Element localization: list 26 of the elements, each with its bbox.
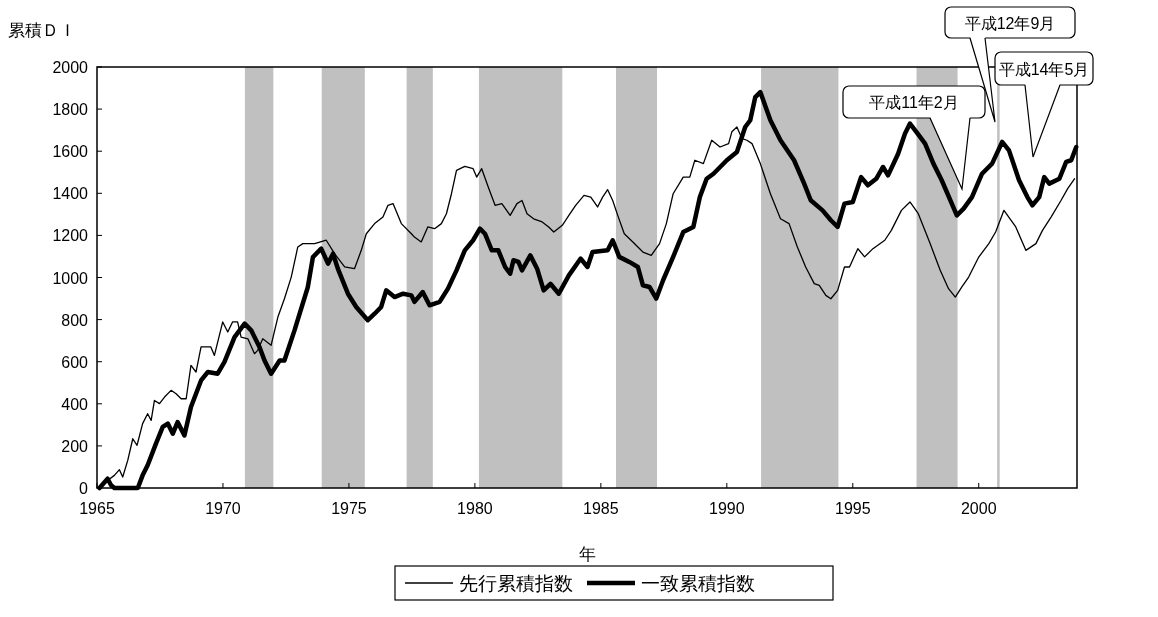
x-tick-label: 1970 (205, 500, 241, 517)
x-tick-label: 1995 (834, 500, 871, 517)
legend-label: 一致累積指数 (641, 573, 755, 594)
y-tick-label: 1200 (52, 227, 89, 245)
y-tick-label: 600 (61, 353, 89, 371)
y-tick-label: 2000 (52, 59, 89, 76)
y-tick-label: 1400 (52, 185, 89, 203)
x-tick-label: 1965 (79, 500, 115, 517)
x-tick-label: 1990 (709, 500, 745, 517)
x-tick-label: 1975 (331, 500, 367, 517)
y-tick-label: 1800 (52, 101, 89, 119)
y-axis-title: 累積ＤＩ (8, 21, 76, 40)
y-tick-label: 1600 (52, 143, 89, 161)
x-tick-label: 1980 (457, 500, 493, 517)
annotation: 平成14年5月 (998, 60, 1090, 78)
y-tick-label: 0 (79, 480, 89, 497)
x-axis-title: 年 (578, 545, 596, 564)
y-tick-label: 400 (61, 395, 89, 413)
x-tick-label: 1985 (583, 500, 619, 517)
legend-label: 先行累積指数 (459, 573, 573, 594)
text: 平成12年9月 (964, 14, 1056, 32)
x-tick-label: 2000 (960, 500, 997, 517)
y-tick-label: 800 (61, 311, 89, 329)
y-tick-label: 1000 (52, 269, 89, 287)
annotation: 平成11年2月 (869, 94, 959, 111)
y-tick-label: 200 (61, 437, 89, 455)
